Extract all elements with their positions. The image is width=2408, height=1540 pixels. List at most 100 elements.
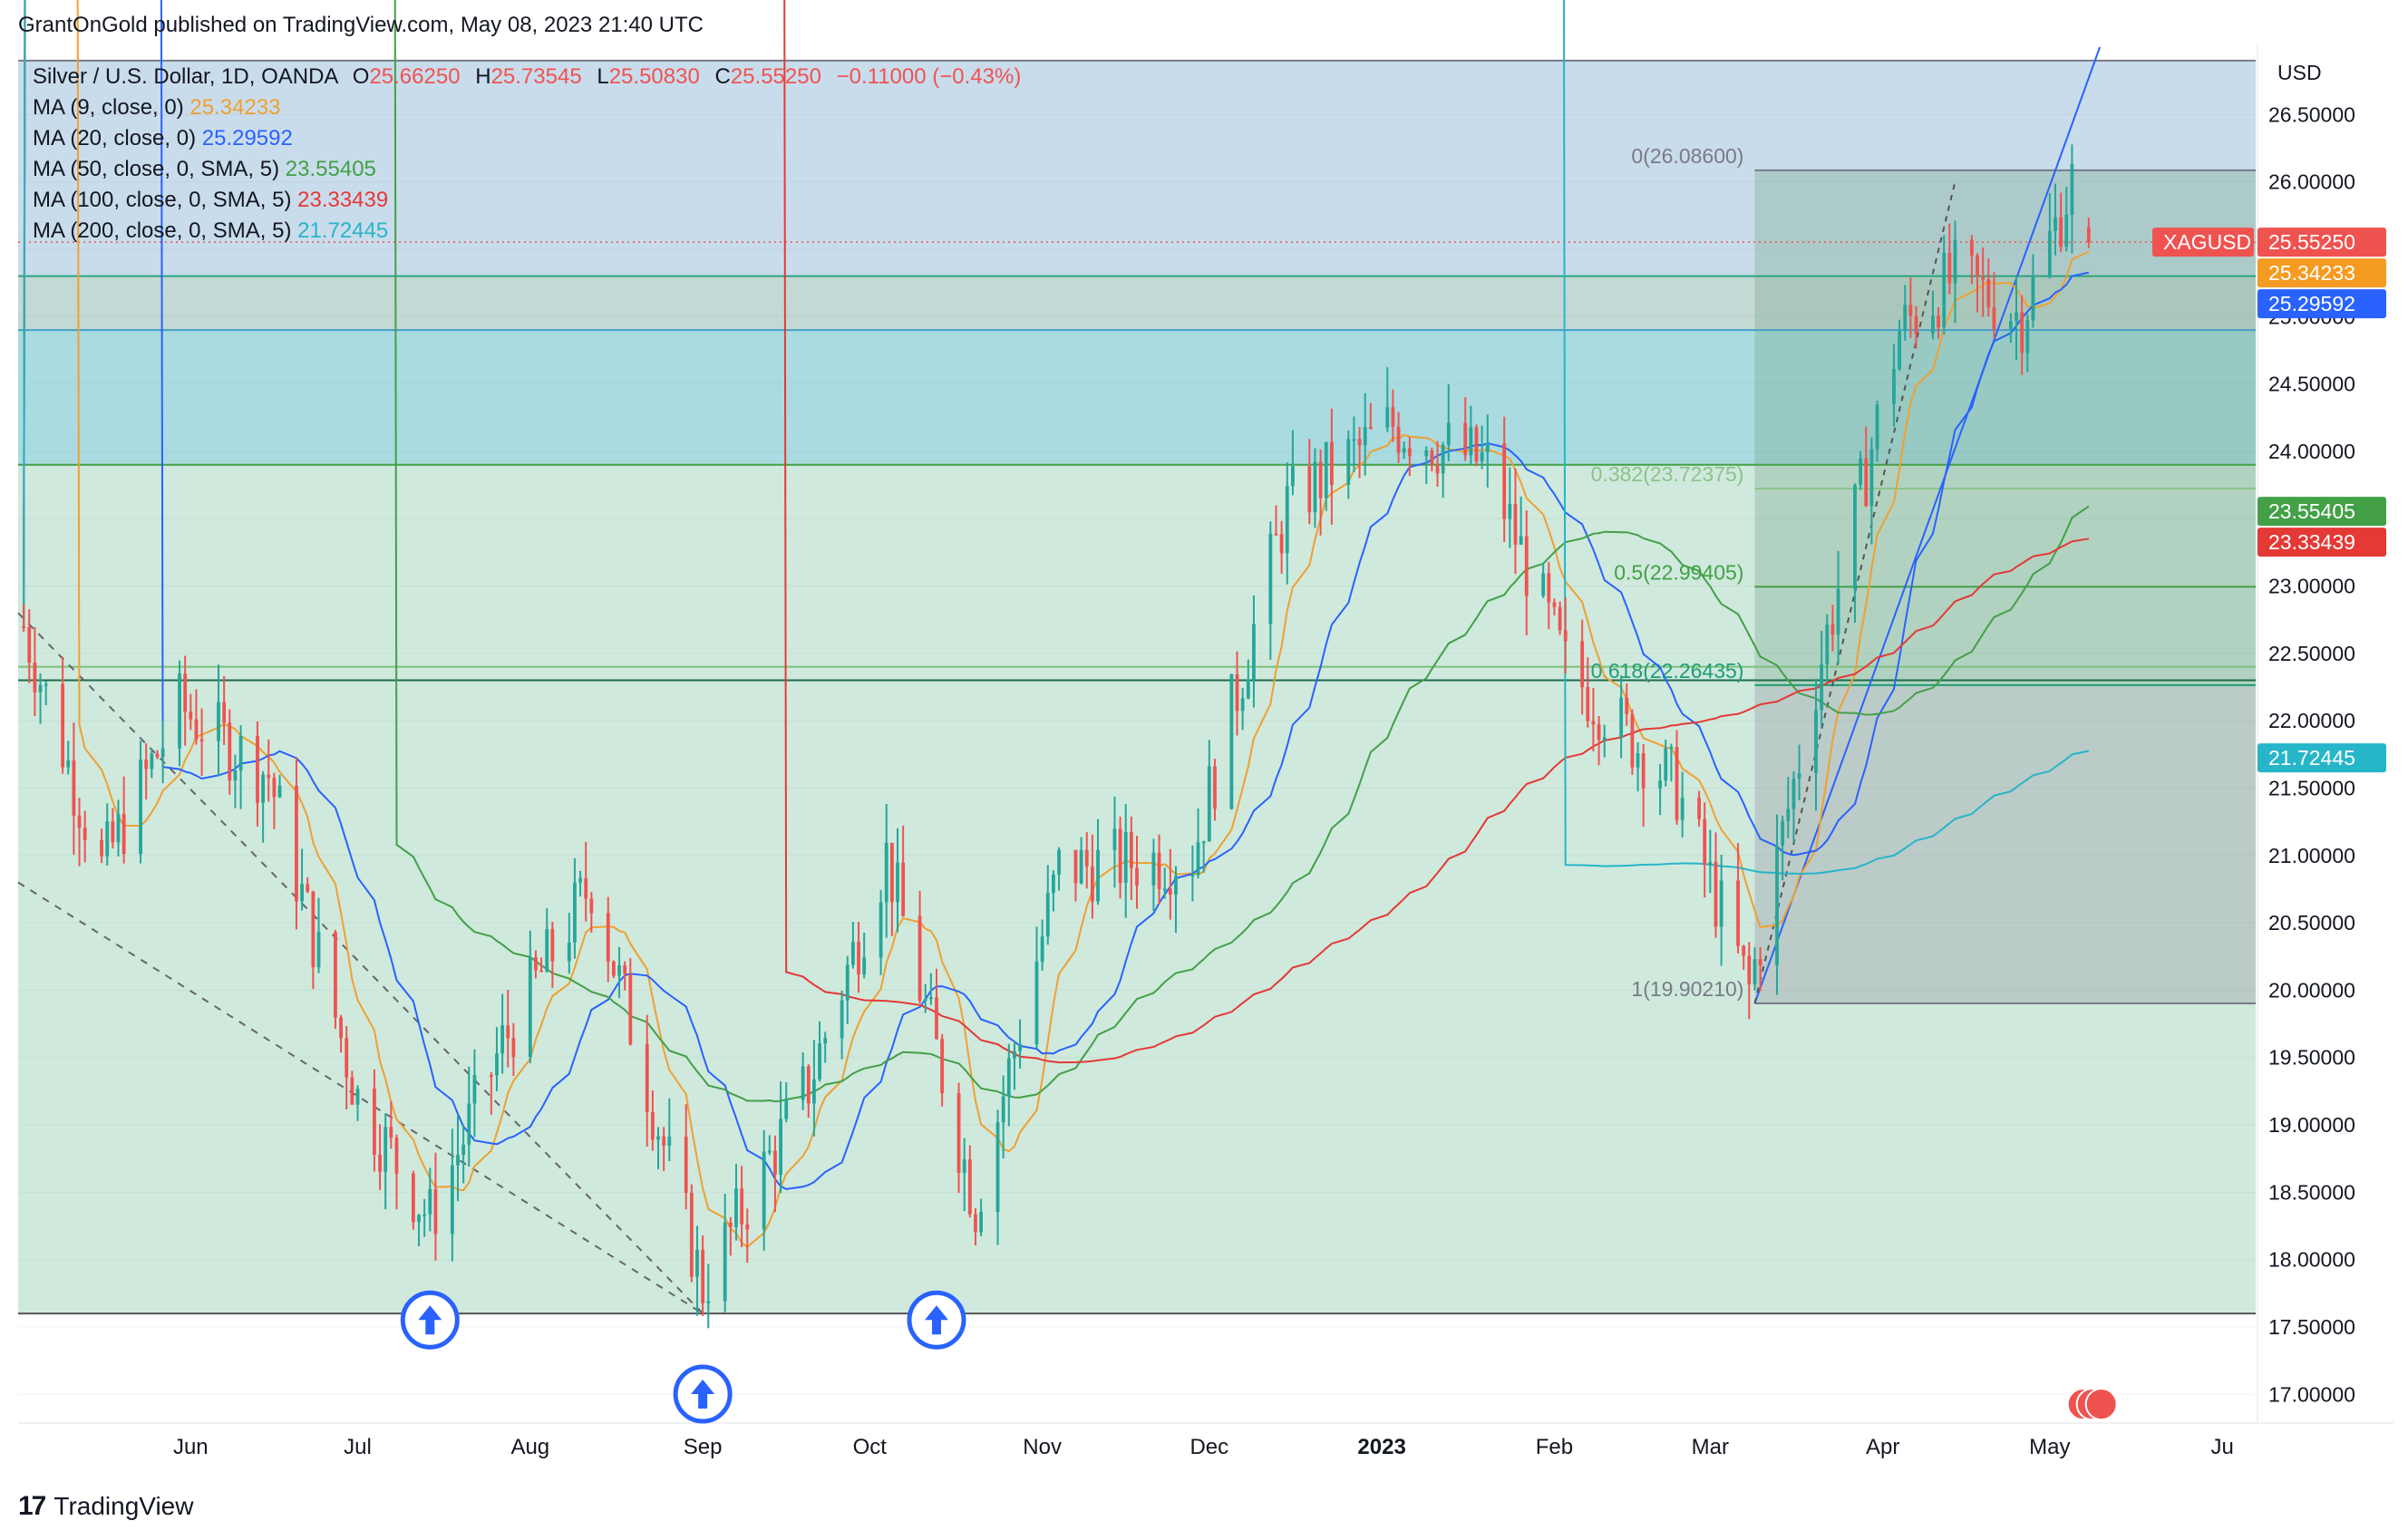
candle-body — [1747, 955, 1752, 984]
candle-body — [1045, 893, 1050, 937]
candle-body — [1703, 818, 1707, 866]
candle-body — [728, 1222, 733, 1227]
candle-body — [1697, 798, 1701, 819]
candle-body — [623, 965, 627, 974]
candle-body — [33, 663, 37, 693]
candle-body — [194, 719, 199, 740]
candle-body — [879, 902, 883, 958]
candle-body — [589, 898, 594, 914]
candle-body — [1235, 673, 1239, 712]
candle-body — [1820, 663, 1824, 711]
legend-ma9[interactable]: MA (9, close, 0) 25.34233 — [33, 92, 1021, 123]
tradingview-brand[interactable]: TradingView — [53, 1492, 194, 1520]
candle-body — [1942, 252, 1947, 328]
candle-body — [1502, 443, 1507, 519]
candle-body — [155, 753, 160, 758]
candle-body — [1307, 466, 1312, 513]
publisher-header: GrantOnGold published on TradingView.com… — [18, 13, 704, 37]
candle-body — [1953, 239, 1957, 284]
candle-body — [2025, 320, 2030, 354]
candle-body — [1368, 427, 1373, 430]
candle-body — [1619, 697, 1624, 738]
candle-body — [1274, 533, 1278, 536]
candle-body — [472, 1075, 477, 1104]
candle-body — [773, 1150, 777, 1176]
candle-body — [272, 778, 277, 798]
candle-body — [840, 1000, 844, 1039]
candle-body — [2031, 275, 2035, 321]
candle-body — [295, 785, 298, 902]
candle-body — [667, 1136, 672, 1146]
currency-label: USD — [2277, 61, 2322, 84]
price-badge-value: 23.55405 — [2268, 499, 2355, 523]
candle-body — [845, 964, 850, 1001]
price-tick: 23.00000 — [2268, 575, 2355, 598]
time-tick: May — [2029, 1435, 2070, 1459]
candle-body — [706, 1301, 711, 1303]
candle-body — [1112, 828, 1117, 850]
legend-ma200[interactable]: MA (200, close, 0, SMA, 5) 21.72445 — [33, 216, 1021, 247]
candle-body — [1040, 936, 1044, 962]
candle-body — [812, 1079, 816, 1104]
symbol-title[interactable]: Silver / U.S. Dollar, 1D, OANDA — [33, 64, 338, 89]
candle-body — [238, 735, 243, 771]
candle-body — [422, 1214, 427, 1216]
price-tick: 17.00000 — [2268, 1382, 2355, 1406]
candle-body — [656, 1136, 660, 1140]
candle-body — [1580, 641, 1585, 688]
candle-body — [1742, 945, 1746, 956]
candle-body — [1875, 404, 1879, 450]
candle-body — [222, 702, 227, 723]
candle-body — [411, 1173, 415, 1223]
up-arrow-icon — [418, 1305, 442, 1335]
candle-body — [300, 884, 305, 902]
channel-upper — [1753, 46, 2102, 1004]
legend-ma20[interactable]: MA (20, close, 0) 25.29592 — [33, 123, 1021, 154]
candle-body — [150, 753, 154, 770]
candle-body — [506, 1025, 510, 1039]
candle-body — [545, 929, 549, 972]
candle-body — [928, 997, 933, 1000]
candle-body — [1229, 673, 1234, 809]
candle-body — [1869, 449, 1874, 507]
candle-body — [66, 760, 71, 768]
candle-body — [339, 1017, 343, 1039]
legend-ma100[interactable]: MA (100, close, 0, SMA, 5) 23.33439 — [33, 185, 1021, 216]
candle-body — [178, 673, 181, 749]
candle-body — [1547, 573, 1551, 603]
candle-body — [467, 1103, 471, 1145]
candle-body — [1201, 841, 1206, 844]
price-tick: 20.00000 — [2268, 978, 2355, 1002]
candle-body — [1797, 772, 1801, 780]
moving-averages — [23, 0, 2090, 1248]
change-value: −0.11000 (−0.43%) — [836, 64, 1022, 89]
fib-level-label: 0(26.08600) — [1631, 144, 1743, 168]
candle-body — [701, 1249, 705, 1303]
candle-body — [1903, 305, 1908, 332]
zone-upper-grey — [18, 276, 2256, 331]
candle-body — [901, 862, 906, 916]
candle-body — [27, 626, 32, 663]
candle-body — [1753, 959, 1757, 984]
legend-ma50[interactable]: MA (50, close, 0, SMA, 5) 23.55405 — [33, 154, 1021, 185]
candle-body — [1391, 407, 1395, 427]
close-value: 25.55250 — [730, 64, 821, 89]
candle-body — [723, 1222, 727, 1302]
high-value: 25.73545 — [490, 64, 582, 89]
tradingview-logo[interactable]: 17 — [18, 1491, 46, 1521]
candle-body — [1669, 747, 1674, 750]
time-tick: Aug — [510, 1435, 549, 1459]
candle-body — [1558, 606, 1562, 631]
candle-body — [160, 748, 165, 758]
price-tick: 18.50000 — [2268, 1180, 2355, 1204]
candle-body — [1513, 503, 1518, 545]
candle-body — [1006, 1058, 1011, 1097]
candle-body — [306, 884, 310, 892]
candle-body — [2015, 312, 2018, 322]
ma50-value: 23.55405 — [285, 157, 376, 181]
candle-body — [277, 785, 282, 798]
candle-body — [1129, 832, 1133, 868]
candle-body — [1034, 961, 1039, 1045]
